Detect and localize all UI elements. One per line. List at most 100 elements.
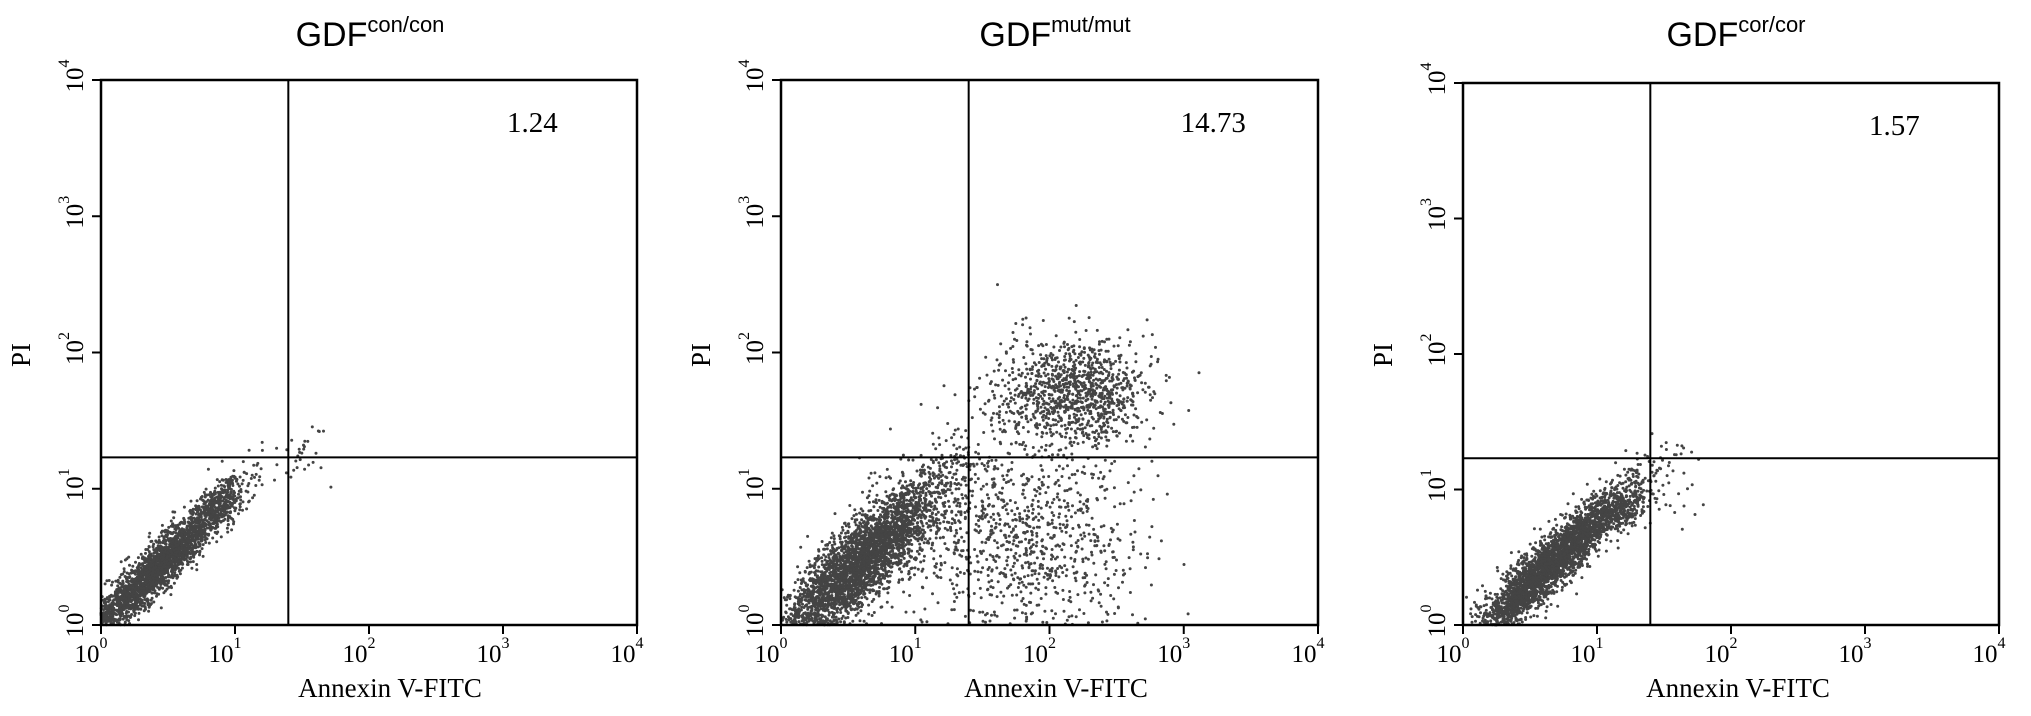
scatter-point [141,582,145,585]
scatter-point [221,499,225,503]
scatter-point [190,566,194,570]
scatter-point [919,516,923,520]
scatter-point [111,594,115,598]
scatter-point [904,533,908,537]
scatter-point [131,564,135,568]
scatter-point [231,517,235,521]
scatter-point [229,490,233,494]
scatter-point [134,593,138,597]
y-tick-label: 101 [56,468,89,501]
scatter-point [897,580,901,584]
scatter-point [225,495,228,499]
scatter-point [954,528,958,532]
scatter-point [149,540,153,543]
scatter-point [192,516,196,520]
scatter-point [859,609,863,613]
scatter-point [830,615,834,619]
scatter-point [147,535,151,539]
scatter-point [887,569,891,573]
scatter-point [182,543,185,547]
scatter-point [938,464,942,468]
scatter-point [226,516,230,520]
scatter-point [137,562,141,565]
scatter-point [189,499,193,503]
scatter-point [169,565,173,569]
scatter-point [137,611,141,615]
scatter-point [934,458,938,462]
scatter-point [818,576,822,579]
scatter-point [241,500,245,504]
scatter-point [931,482,935,486]
scatter-point [908,498,912,502]
scatter-point [929,547,933,550]
scatter-point [938,467,942,471]
scatter-point [798,571,802,575]
scatter-point [171,555,175,559]
scatter-point [944,439,948,443]
scatter-point [143,564,147,568]
scatter-point [928,537,932,541]
scatter-point [838,608,842,612]
scatter-point [142,609,146,613]
scatter-point [103,616,107,620]
scatter-point [980,462,984,466]
scatter-point [825,547,829,551]
scatter-point [929,524,932,528]
scatter-point [905,498,909,502]
scatter-point [807,559,811,563]
scatter-point [148,585,151,589]
scatter-point [246,490,250,494]
scatter-point [827,611,831,614]
scatter-point [198,520,202,524]
scatter-point [133,614,137,618]
scatter-point [830,531,834,535]
scatter-point [237,492,240,496]
scatter-point [162,536,166,540]
scatter-point [920,471,924,475]
scatter-point [101,604,105,608]
scatter-point [156,577,159,581]
scatter-point [833,611,836,615]
scatter-point [189,515,193,519]
scatter-point [329,485,333,489]
scatter-point [809,584,813,588]
scatter-point [815,617,819,621]
y-axis-label: PI [6,343,36,367]
scatter-point [180,533,184,537]
scatter-point [249,477,253,480]
scatter-point [784,617,788,621]
x-tick-label: 103 [477,635,510,668]
scatter-point [224,481,228,484]
scatter-point [224,478,228,481]
scatter-point [178,522,182,526]
scatter-point [915,549,919,553]
scatter-point [237,512,240,516]
scatter-point [206,507,210,511]
scatter-point [796,589,800,593]
scatter-point [823,567,827,571]
scatter-point [111,580,114,584]
scatter-point [796,578,800,582]
scatter-point [891,549,895,553]
scatter-point [137,571,141,575]
scatter-point [105,579,109,583]
scatter-point [182,505,186,509]
scatter-point [238,475,242,479]
scatter-point [885,467,889,471]
scatter-point [155,592,159,596]
scatter-point [854,523,858,527]
scatter-point [950,459,953,463]
scatter-point [169,519,173,523]
scatter-point [820,559,824,563]
scatter-point [163,589,167,593]
scatter-point [182,528,186,532]
scatter-point [852,514,856,518]
scatter-point [152,600,156,604]
scatter-point [954,478,958,481]
scatter-point [102,608,106,612]
scatter-point [844,539,848,543]
scatter-point [871,588,875,592]
scatter-point [135,575,139,579]
